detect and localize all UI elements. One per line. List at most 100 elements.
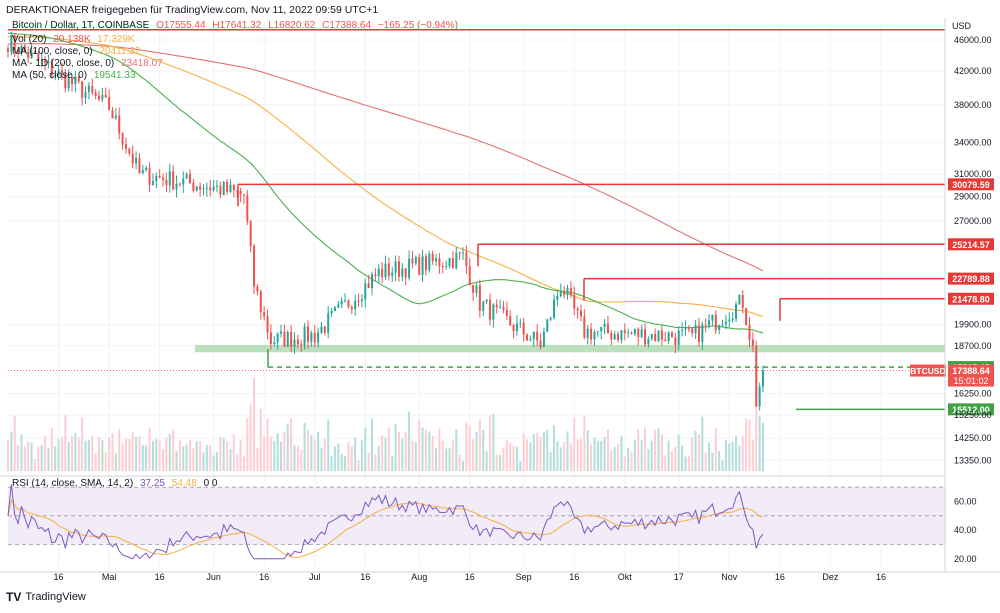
level-price-tag: [948, 178, 994, 191]
candle-body: [590, 328, 593, 340]
volume-bar: [472, 439, 475, 471]
candle-body: [748, 325, 751, 340]
level-price-label: 15512.00: [952, 405, 990, 415]
candle-body: [333, 307, 336, 311]
rsi-ma-value: 54.48: [171, 478, 197, 489]
candle-body: [249, 221, 252, 247]
x-tick-label: Nov: [721, 572, 738, 582]
candle-body: [175, 183, 178, 190]
y-tick-label: 38000.00: [954, 100, 992, 110]
volume-bar: [667, 440, 670, 471]
x-tick-label: 16: [360, 572, 370, 582]
change-value: −165.25 (−0.94%): [377, 20, 458, 31]
volume-bar: [455, 429, 458, 471]
candle-body: [273, 342, 276, 344]
candle-body: [741, 294, 744, 308]
volume-bar: [131, 432, 134, 471]
x-tick-label: 16: [465, 572, 475, 582]
volume-bar: [681, 445, 684, 471]
volume-bar: [633, 439, 636, 471]
symbol-label[interactable]: Bitcoin / Dollar, 1T, COINBASE: [12, 20, 150, 31]
tradingview-footer[interactable]: TV TradingView: [6, 590, 86, 604]
candle-body: [87, 85, 90, 92]
candle-body: [485, 299, 488, 302]
high-value: H17641.32: [212, 20, 262, 31]
x-tick-label: Dez: [822, 572, 839, 582]
volume-bar: [273, 441, 276, 471]
candle-body: [313, 332, 316, 343]
candle-body: [718, 325, 721, 330]
level-price-tag: [948, 272, 994, 285]
ma200-legend[interactable]: MA - 1D (200, close, 0) 23418.07: [12, 58, 163, 69]
candle-body: [64, 72, 67, 89]
volume-bar: [60, 437, 63, 471]
volume-bar: [515, 446, 518, 471]
volume-bar: [724, 440, 727, 471]
volume-bar: [168, 433, 171, 471]
volume-bar: [44, 436, 47, 471]
volume-bar: [617, 444, 620, 471]
volume-bar: [549, 451, 552, 471]
candle-body: [23, 45, 26, 52]
volume-bar: [54, 446, 57, 471]
volume-bar: [468, 426, 471, 471]
candle-body: [445, 265, 448, 267]
volume-bar: [320, 447, 323, 471]
open-value: O17555.44: [156, 20, 206, 31]
candle-body: [354, 300, 357, 310]
level-price-label: 21478.80: [952, 294, 990, 304]
volume-bar: [47, 447, 50, 471]
candle-body: [310, 332, 313, 342]
ma100-legend[interactable]: MA (100, close, 0) 20411.32: [12, 46, 140, 57]
volume-bar: [300, 449, 303, 471]
volume-bar: [71, 435, 74, 471]
candle-body: [253, 246, 256, 287]
candle-body: [367, 283, 370, 288]
level-price-tag: [948, 238, 994, 251]
currency-label: USD: [952, 21, 972, 31]
y-tick-label: 29000.00: [954, 192, 992, 202]
candle-body: [536, 331, 539, 341]
candle-body: [394, 261, 397, 273]
volume-bar: [728, 443, 731, 471]
volume-legend[interactable]: Vol (20) 20.138K 17.329K: [12, 34, 135, 45]
candle-body: [512, 325, 515, 332]
candle-body: [165, 179, 168, 186]
candle-body: [708, 320, 711, 326]
volume-bar: [411, 440, 414, 471]
volume-bar: [583, 415, 586, 471]
volume-bar: [151, 440, 154, 471]
candle-body: [236, 190, 239, 192]
volume-bar: [155, 439, 158, 471]
volume-bar: [435, 448, 438, 471]
y-tick-label: 34000.00: [954, 138, 992, 148]
rsi-label: RSI (14, close, SMA, 14, 2): [12, 478, 134, 489]
candle-body: [266, 316, 269, 333]
candle-body: [542, 331, 545, 348]
x-tick-label: 16: [54, 572, 64, 582]
candle-body: [94, 92, 97, 96]
volume-bar: [138, 436, 141, 471]
candle-body: [401, 268, 404, 277]
x-tick-label: 16: [155, 572, 165, 582]
rsi-legend[interactable]: RSI (14, close, SMA, 14, 2) 37.25 54.48 …: [12, 478, 217, 489]
volume-bar: [118, 428, 121, 471]
candle-body: [57, 70, 60, 75]
volume-bar: [182, 446, 185, 471]
candle-body: [259, 291, 262, 312]
candle-body: [293, 339, 296, 347]
candle-body: [81, 81, 84, 98]
volume-bar: [185, 444, 188, 471]
volume-bar: [482, 430, 485, 471]
candle-body: [549, 317, 552, 320]
volume-bar: [701, 416, 704, 471]
candle-body: [202, 188, 205, 190]
ma50-legend[interactable]: MA (50, close, 0) 19541.33: [12, 70, 136, 81]
volume-bar: [586, 430, 589, 471]
vol-value: 20.138K: [53, 34, 91, 45]
volume-bar: [57, 438, 60, 471]
candle-body: [458, 252, 461, 254]
volume-bar: [269, 436, 272, 471]
